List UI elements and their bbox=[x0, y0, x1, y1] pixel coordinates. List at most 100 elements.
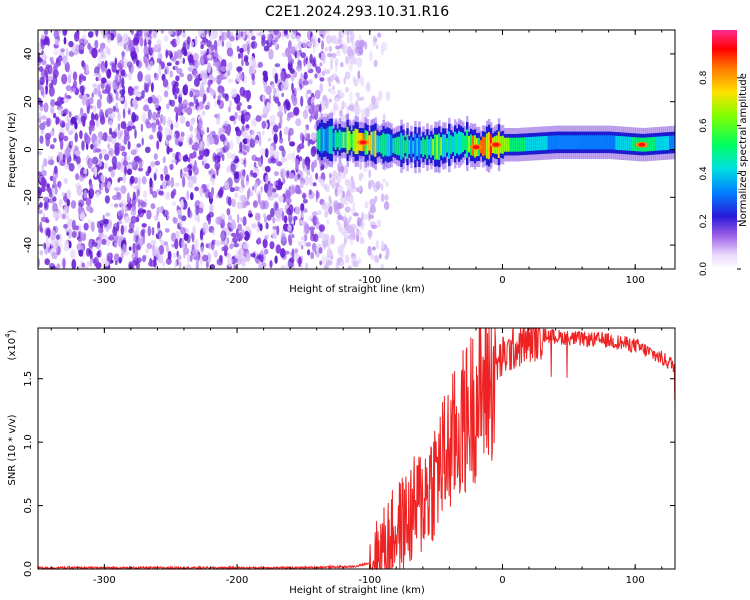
noise-speckle bbox=[53, 112, 57, 119]
noise-speckle bbox=[347, 195, 352, 202]
noise-speckle bbox=[335, 182, 340, 189]
noise-speckle bbox=[251, 118, 257, 127]
noise-speckle bbox=[85, 98, 89, 109]
noise-speckle bbox=[368, 180, 372, 190]
x-tick-label: -100 bbox=[358, 575, 381, 586]
noise-speckle bbox=[117, 178, 121, 183]
noise-speckle bbox=[281, 92, 285, 98]
noise-speckle bbox=[137, 71, 143, 82]
noise-speckle bbox=[40, 100, 43, 108]
noise-speckle bbox=[81, 140, 85, 151]
noise-speckle bbox=[251, 79, 256, 86]
noise-speckle bbox=[212, 174, 216, 179]
noise-speckle bbox=[200, 246, 205, 256]
noise-speckle bbox=[293, 44, 300, 49]
signal-core bbox=[446, 138, 449, 153]
signal-core bbox=[350, 133, 353, 148]
noise-speckle bbox=[195, 75, 200, 83]
noise-speckle bbox=[47, 159, 55, 166]
signal-core bbox=[529, 136, 533, 151]
noise-speckle bbox=[164, 65, 170, 75]
noise-speckle bbox=[151, 226, 155, 236]
noise-speckle bbox=[276, 209, 282, 219]
noise-speckle bbox=[312, 43, 316, 54]
noise-speckle bbox=[279, 168, 287, 179]
noise-speckle bbox=[43, 102, 49, 113]
noise-speckle bbox=[115, 108, 120, 113]
noise-speckle bbox=[48, 262, 55, 269]
noise-speckle bbox=[117, 112, 121, 122]
noise-speckle bbox=[287, 61, 293, 71]
noise-speckle bbox=[264, 148, 269, 158]
noise-speckle bbox=[327, 88, 332, 93]
noise-speckle bbox=[325, 34, 332, 45]
noise-speckle bbox=[285, 198, 292, 204]
noise-speckle bbox=[292, 266, 296, 269]
noise-speckle bbox=[236, 104, 241, 111]
noise-speckle bbox=[267, 183, 272, 191]
noise-speckle bbox=[47, 75, 53, 82]
noise-speckle bbox=[63, 246, 70, 252]
noise-speckle bbox=[315, 217, 319, 224]
noise-speckle bbox=[141, 223, 147, 228]
noise-speckle bbox=[45, 64, 50, 69]
noise-speckle bbox=[39, 202, 43, 208]
signal-core bbox=[649, 137, 652, 152]
signal-core bbox=[521, 137, 525, 152]
noise-speckle bbox=[176, 49, 183, 59]
noise-speckle bbox=[220, 230, 227, 242]
noise-speckle bbox=[192, 175, 197, 184]
noise-speckle bbox=[344, 206, 351, 213]
noise-speckle bbox=[78, 174, 85, 182]
noise-speckle bbox=[137, 167, 144, 172]
noise-speckle bbox=[339, 61, 344, 68]
noise-speckle bbox=[160, 174, 164, 179]
y-tick-label: 0.5 bbox=[23, 498, 34, 514]
noise-speckle bbox=[156, 39, 162, 48]
noise-speckle bbox=[251, 73, 255, 81]
noise-speckle bbox=[315, 189, 319, 200]
noise-speckle bbox=[219, 134, 226, 142]
noise-speckle bbox=[106, 252, 113, 262]
noise-speckle bbox=[105, 84, 111, 95]
signal-core bbox=[657, 136, 660, 151]
noise-speckle bbox=[290, 185, 296, 195]
signal-core bbox=[318, 128, 322, 151]
signal-core bbox=[322, 128, 326, 152]
noise-speckle bbox=[122, 243, 127, 253]
noise-speckle bbox=[228, 215, 233, 221]
noise-speckle bbox=[83, 168, 88, 175]
signal-core bbox=[485, 133, 489, 159]
noise-speckle bbox=[157, 253, 164, 264]
noise-speckle bbox=[336, 49, 341, 57]
noise-speckle bbox=[130, 175, 135, 184]
noise-speckle bbox=[119, 209, 123, 214]
noise-speckle bbox=[361, 211, 364, 222]
snr-axes: -300 -200 -100 0 100 0.0 0.5 1.0 1.5 bbox=[23, 328, 675, 586]
noise-speckle bbox=[163, 165, 168, 176]
noise-speckle bbox=[258, 260, 262, 269]
noise-speckle bbox=[187, 252, 190, 264]
noise-speckle bbox=[126, 192, 130, 202]
noise-speckle bbox=[183, 50, 188, 57]
noise-speckle bbox=[253, 161, 257, 168]
signal-core bbox=[452, 136, 455, 152]
signal-core bbox=[577, 135, 580, 150]
signal-core bbox=[647, 137, 650, 152]
noise-speckle bbox=[166, 116, 172, 128]
noise-speckle bbox=[126, 168, 133, 176]
noise-speckle bbox=[300, 203, 305, 212]
noise-speckle bbox=[286, 208, 292, 216]
noise-speckle bbox=[273, 87, 277, 95]
noise-speckle bbox=[70, 249, 76, 260]
noise-speckle bbox=[42, 121, 47, 126]
noise-speckle bbox=[295, 35, 301, 42]
noise-speckle bbox=[237, 53, 241, 59]
noise-speckle bbox=[223, 245, 229, 252]
noise-speckle bbox=[136, 244, 142, 251]
noise-speckle bbox=[150, 239, 157, 246]
noise-speckle bbox=[111, 64, 117, 73]
noise-speckle bbox=[152, 111, 157, 121]
signal-core bbox=[659, 136, 662, 151]
noise-speckle bbox=[244, 115, 251, 121]
